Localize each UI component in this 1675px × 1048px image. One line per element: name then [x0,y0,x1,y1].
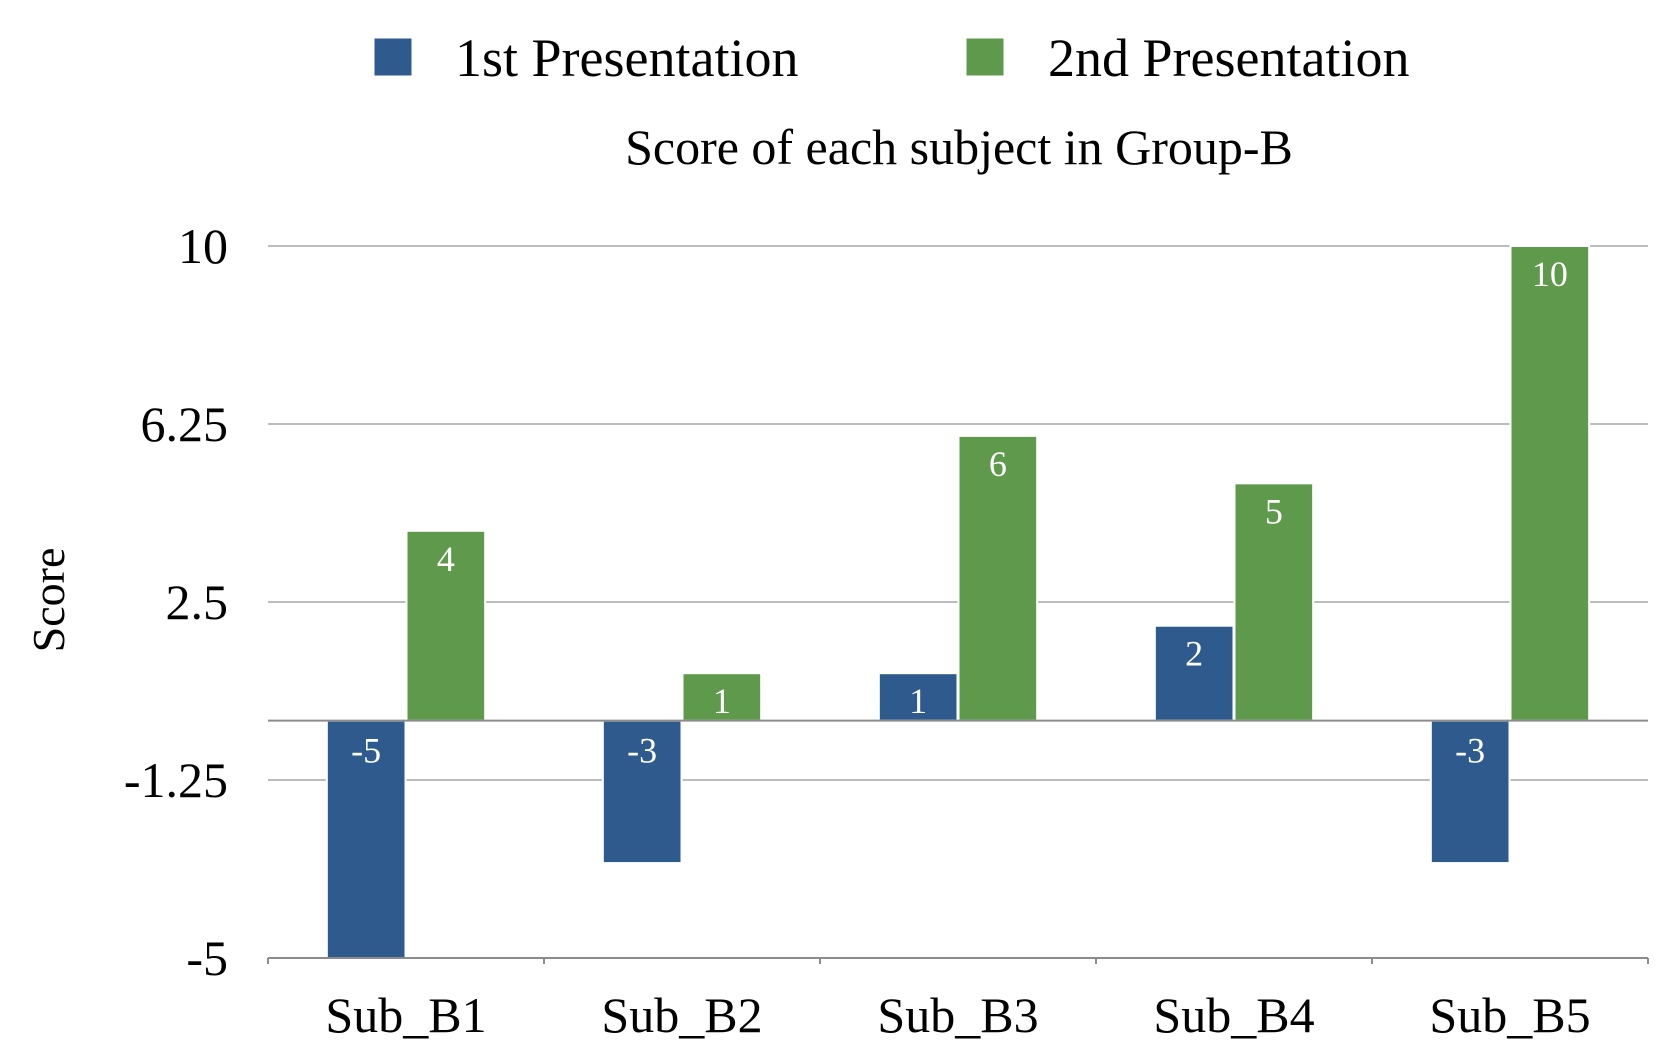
legend-swatch-series-2 [965,37,1005,77]
axes [267,719,1649,964]
x-tick-label: Sub_B1 [325,987,486,1043]
y-axis-ticks: 10 6.25 2.5 -1.25 -5 [124,218,228,986]
legend-label-series-2: 2nd Presentation [1048,28,1409,88]
x-tick-label: Sub_B3 [877,987,1038,1043]
legend-label-series-1: 1st Presentation [455,28,798,88]
bar [1233,482,1315,722]
bar-value-label: -3 [1455,731,1485,771]
bar [325,719,407,960]
bar [1153,624,1235,722]
y-tick-label: 10 [178,218,228,274]
chart-title: Score of each subject in Group-B [625,119,1293,175]
bar [681,672,763,722]
y-tick-label: -1.25 [124,752,228,808]
x-tick-label: Sub_B2 [601,987,762,1043]
bar-value-label: -3 [627,731,657,771]
x-tick-label: Sub_B5 [1429,987,1590,1043]
bar-value-label: 1 [713,681,731,721]
bar [1509,245,1591,722]
bars [325,245,1591,960]
y-tick-label: -5 [186,930,228,986]
bar-value-label: 1 [909,681,927,721]
x-tick-label: Sub_B4 [1153,987,1314,1043]
bar [1429,719,1511,865]
y-tick-label: 6.25 [141,396,229,452]
bar-value-label: 10 [1532,254,1568,294]
bar-value-label: -5 [351,731,381,771]
bar-value-label: 6 [989,444,1007,484]
bar [877,672,959,722]
y-axis-label: Score [23,548,74,653]
x-axis-ticks: Sub_B1 Sub_B2 Sub_B3 Sub_B4 Sub_B5 [325,987,1590,1043]
bar-value-label: 2 [1185,634,1203,674]
legend-swatch-series-1 [373,37,413,77]
legend: 1st Presentation 2nd Presentation [373,28,1409,88]
bar [957,434,1039,722]
bar-value-label: 4 [437,539,455,579]
y-tick-label: 2.5 [166,574,229,630]
bar-labels: -5 4 -3 1 1 6 2 5 -3 10 [351,254,1568,771]
bar-value-label: 5 [1265,491,1283,531]
